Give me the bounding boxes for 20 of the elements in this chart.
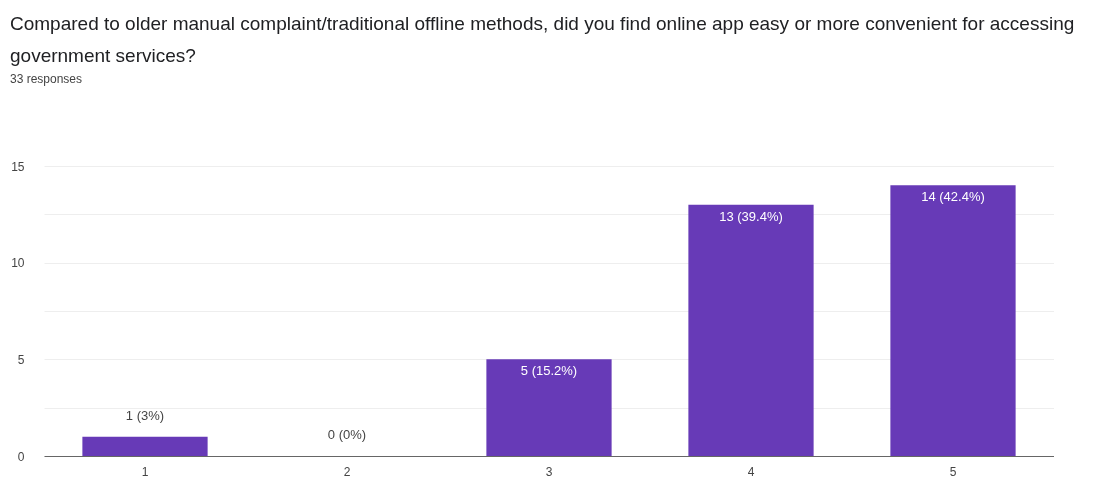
x-tick-label: 1 bbox=[141, 464, 149, 479]
x-tick-label: 5 bbox=[949, 464, 957, 479]
y-tick-label: 5 bbox=[17, 352, 25, 367]
bar bbox=[486, 359, 612, 456]
data-label: 0 (0%) bbox=[327, 427, 367, 442]
data-label: 1 (3%) bbox=[125, 407, 165, 423]
data-label: 13 (39.4%) bbox=[719, 208, 783, 224]
chart-subtitle: 33 responses bbox=[10, 72, 83, 86]
chart-title: Compared to older manual complaint/traditional offline methods, did you find online app easy or more convenient for accessing government services? bbox=[10, 12, 1076, 68]
y-tick-label: 15 bbox=[11, 159, 25, 174]
bar bbox=[82, 436, 208, 456]
bar bbox=[890, 185, 1016, 456]
data-label: 5 (15.2%) bbox=[520, 363, 578, 379]
y-tick-label: 10 bbox=[11, 256, 25, 271]
x-tick-label: 3 bbox=[545, 464, 553, 479]
y-tick-label: 0 bbox=[17, 449, 25, 464]
x-tick-label: 2 bbox=[343, 464, 351, 479]
bar bbox=[688, 204, 814, 456]
x-tick-label: 4 bbox=[747, 464, 755, 479]
data-label: 14 (42.4%) bbox=[921, 189, 985, 205]
